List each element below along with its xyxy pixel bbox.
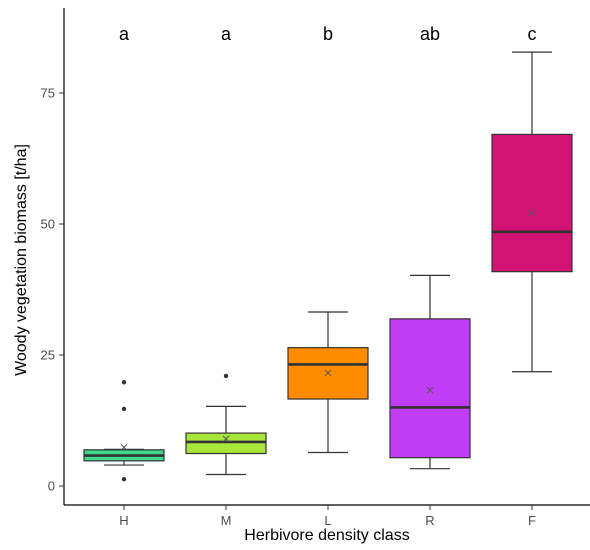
mean-marker (324, 369, 332, 377)
x-tick-label: H (119, 513, 128, 528)
box-iqr (185, 432, 267, 455)
mean-marker (222, 435, 230, 443)
significance-letter: c (528, 24, 537, 44)
y-tick-label: 25 (41, 348, 55, 363)
significance-letter: b (323, 24, 333, 44)
axes-layer: 0 25 50 75 H M L R F (41, 8, 590, 528)
box-group-r (389, 274, 471, 470)
box-group-f (491, 51, 573, 373)
outlier-point (223, 373, 229, 379)
box-group-l (287, 311, 369, 454)
outlier-point (121, 406, 127, 412)
significance-letter: ab (420, 24, 440, 44)
text-layer: Woody vegetation biomass [t/ha] Herbivor… (13, 24, 537, 544)
mean-marker (528, 209, 536, 217)
x-tick-label: R (425, 513, 434, 528)
mean-marker (426, 386, 434, 394)
x-axis-title: Herbivore density class (244, 527, 409, 544)
box-iqr (389, 318, 471, 459)
box-group-h (83, 380, 165, 482)
y-axis-title: Woody vegetation biomass [t/ha] (13, 144, 30, 376)
x-tick-label: L (324, 513, 331, 528)
x-tick-label: M (221, 513, 232, 528)
box-iqr (491, 133, 573, 273)
significance-letter: a (119, 24, 130, 44)
y-tick-label: 0 (48, 479, 55, 494)
boxes-layer (83, 51, 573, 482)
outlier-point (121, 380, 127, 385)
mean-marker (120, 443, 128, 451)
box-group-m (185, 373, 267, 476)
x-tick-label: F (528, 513, 536, 528)
y-tick-label: 50 (41, 217, 55, 232)
y-tick-label: 75 (41, 86, 55, 101)
significance-letter: a (221, 24, 232, 44)
outlier-point (121, 476, 127, 482)
